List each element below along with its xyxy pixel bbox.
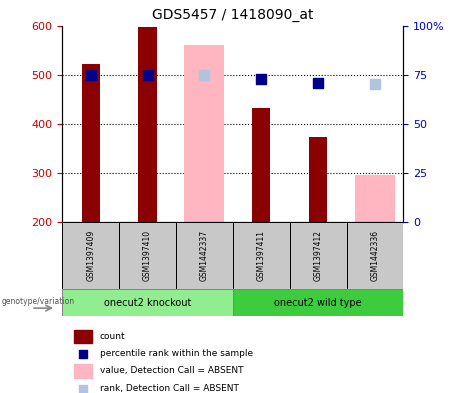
Bar xyxy=(62,289,233,316)
Bar xyxy=(74,364,92,378)
Text: GSM1397410: GSM1397410 xyxy=(143,230,152,281)
Text: GSM1442336: GSM1442336 xyxy=(371,230,379,281)
Bar xyxy=(184,45,225,222)
Point xyxy=(87,72,95,78)
Point xyxy=(79,386,87,392)
Bar xyxy=(309,137,327,222)
Point xyxy=(314,79,322,86)
Bar xyxy=(138,26,157,222)
Text: count: count xyxy=(100,332,125,341)
Text: onecut2 wild type: onecut2 wild type xyxy=(274,298,362,308)
Point xyxy=(201,72,208,78)
Point xyxy=(371,81,378,88)
Text: GSM1397409: GSM1397409 xyxy=(86,230,95,281)
Bar xyxy=(176,222,233,289)
Text: GSM1397411: GSM1397411 xyxy=(257,230,266,281)
Title: GDS5457 / 1418090_at: GDS5457 / 1418090_at xyxy=(152,8,313,22)
Bar xyxy=(233,222,290,289)
Point xyxy=(79,351,87,357)
Text: genotype/variation: genotype/variation xyxy=(1,297,74,306)
Bar xyxy=(355,175,395,222)
Text: rank, Detection Call = ABSENT: rank, Detection Call = ABSENT xyxy=(100,384,239,393)
Point xyxy=(144,72,151,78)
Text: GSM1442337: GSM1442337 xyxy=(200,230,209,281)
Text: GSM1397412: GSM1397412 xyxy=(313,230,323,281)
Bar xyxy=(62,222,119,289)
Text: percentile rank within the sample: percentile rank within the sample xyxy=(100,349,253,358)
Bar xyxy=(119,222,176,289)
Text: value, Detection Call = ABSENT: value, Detection Call = ABSENT xyxy=(100,367,243,375)
Point xyxy=(258,75,265,82)
Text: onecut2 knockout: onecut2 knockout xyxy=(104,298,191,308)
Bar xyxy=(82,64,100,222)
Bar xyxy=(74,330,92,343)
Bar xyxy=(347,222,403,289)
Bar xyxy=(233,289,403,316)
Bar xyxy=(290,222,347,289)
Bar xyxy=(252,108,270,222)
